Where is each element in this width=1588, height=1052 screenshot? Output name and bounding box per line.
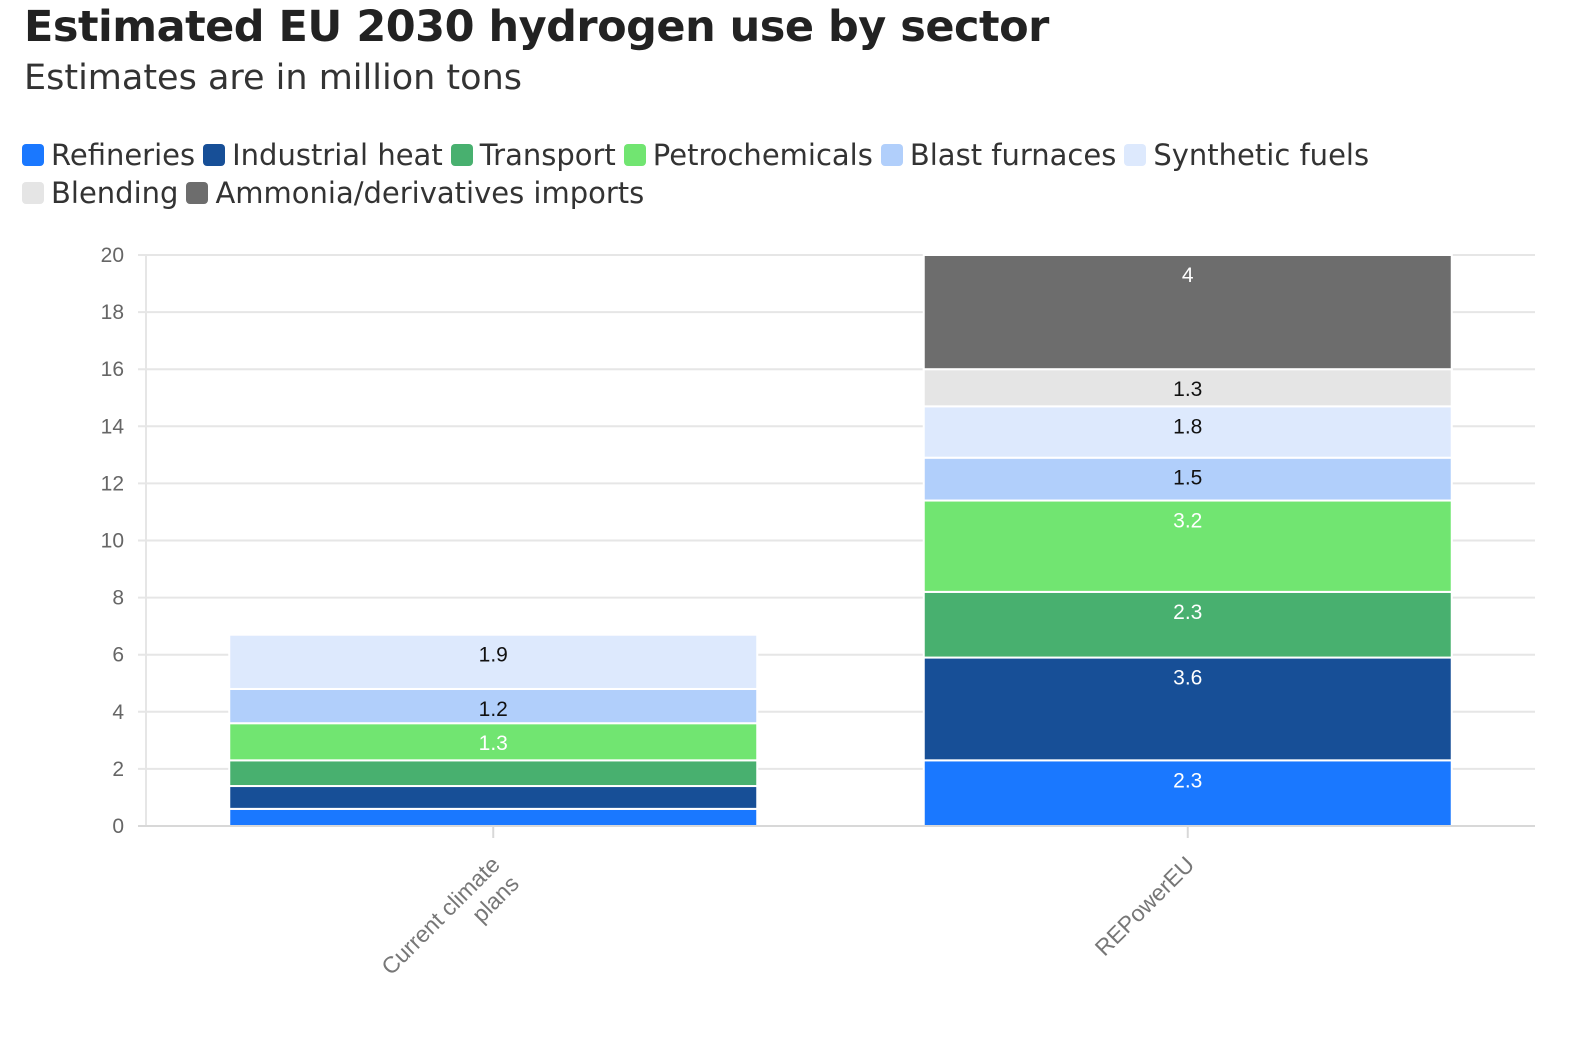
legend-swatch — [880, 144, 903, 166]
bar-segment — [228, 722, 759, 762]
legend-label: Blending — [51, 176, 179, 210]
legend-item-synthetic-fuels[interactable]: Synthetic fuels — [1124, 138, 1369, 172]
data-label: 3.6 — [1173, 667, 1202, 690]
chart-subtitle: Estimates are in million tons — [24, 58, 522, 98]
legend-label: Industrial heat — [232, 138, 443, 172]
bar-segment — [922, 368, 1453, 408]
data-label: 1.9 — [479, 644, 508, 667]
x-category-label-group: REPowerEU — [1090, 851, 1200, 961]
legend-label: Synthetic fuels — [1153, 138, 1370, 172]
data-label: 1.3 — [1173, 378, 1202, 401]
bar-segment — [228, 785, 759, 810]
y-tick-label: 8 — [112, 587, 124, 610]
x-category-label-group: Current climateplans — [376, 851, 524, 999]
legend-swatch — [186, 182, 209, 204]
bar-segment — [922, 499, 1453, 593]
bar-segment — [228, 687, 759, 725]
y-tick-label: 14 — [101, 415, 125, 438]
bar-segment — [228, 807, 759, 827]
legend-swatch — [22, 144, 44, 166]
legend-swatch — [22, 182, 44, 204]
legend-item-refineries[interactable]: Refineries — [22, 138, 195, 172]
bar-segment — [228, 759, 759, 788]
legend-swatch — [203, 144, 226, 166]
x-category-label: Current climateplans — [376, 851, 524, 999]
legend-label: Petrochemicals — [652, 138, 873, 172]
y-tick-label: 0 — [112, 815, 124, 838]
y-tick-label: 6 — [112, 644, 124, 667]
legend-swatch — [1124, 144, 1147, 166]
legend-label: Blast furnaces — [909, 138, 1117, 172]
bar-segment — [922, 759, 1453, 828]
legend-swatch — [623, 144, 646, 166]
x-category-label-line: REPowerEU — [1090, 851, 1200, 961]
legend-label: Transport — [479, 138, 616, 172]
bar-segment — [228, 633, 759, 690]
data-label: 2.3 — [1173, 769, 1202, 792]
data-label: 2.3 — [1173, 601, 1202, 624]
data-label: 1.3 — [479, 732, 508, 755]
legend-row-1: Refineries Industrial heat Transport Pet… — [22, 136, 1562, 174]
chart-legend: Refineries Industrial heat Transport Pet… — [22, 136, 1562, 212]
y-tick-label: 2 — [112, 758, 124, 781]
data-label: 1.2 — [479, 698, 508, 721]
legend-row-2: Blending Ammonia/derivatives imports — [22, 174, 1562, 212]
bar-segment — [922, 254, 1453, 371]
y-tick-label: 12 — [101, 472, 124, 495]
legend-item-blending[interactable]: Blending — [22, 176, 178, 210]
data-label: 3.2 — [1173, 510, 1202, 533]
bar-segment — [922, 405, 1453, 459]
chart-title: Estimated EU 2030 hydrogen use by sector — [24, 2, 1049, 52]
legend-item-ammonia-imports[interactable]: Ammonia/derivatives imports — [186, 176, 644, 210]
legend-item-industrial-heat[interactable]: Industrial heat — [203, 138, 443, 172]
y-tick-label: 18 — [101, 301, 124, 324]
x-category-label: REPowerEU — [1090, 851, 1200, 961]
data-label: 1.8 — [1173, 415, 1202, 438]
y-tick-label: 20 — [101, 244, 124, 267]
legend-item-petrochemicals[interactable]: Petrochemicals — [623, 138, 873, 172]
bar-segment — [922, 590, 1453, 659]
legend-item-transport[interactable]: Transport — [450, 138, 616, 172]
y-tick-label: 16 — [101, 358, 124, 381]
y-tick-label: 4 — [112, 701, 124, 724]
data-label: 1.5 — [1173, 467, 1202, 490]
legend-item-blast-furnaces[interactable]: Blast furnaces — [880, 138, 1117, 172]
data-label: 4 — [1182, 264, 1194, 287]
y-tick-label: 10 — [101, 530, 124, 553]
bar-segment — [922, 456, 1453, 502]
legend-swatch — [450, 144, 473, 166]
legend-label: Refineries — [51, 138, 196, 172]
legend-label: Ammonia/derivatives imports — [215, 176, 645, 210]
